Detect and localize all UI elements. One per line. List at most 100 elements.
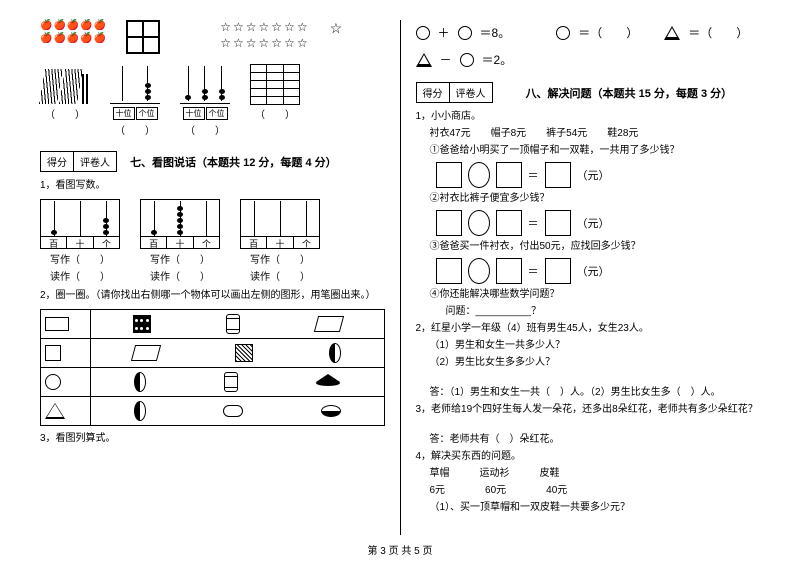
oval-icon: [329, 343, 341, 363]
eq2-text: ＝2。: [482, 51, 513, 68]
q8-3-label: 3，老师给19个四好生每人发一朵花，还多出8朵红花，老师共有多少朵红花？: [416, 403, 761, 417]
answer-box[interactable]: [545, 258, 571, 284]
section-7-title: 七、看图说话（本题共 12 分，每题 4 分）: [130, 154, 337, 170]
shape-matching-table: [40, 309, 385, 426]
left-column: 🍎🍎🍎🍎🍎 🍎🍎🍎🍎🍎 ☆☆☆☆☆☆☆ ☆☆☆☆☆☆☆ ☆: [30, 20, 395, 535]
abacus-big-row: 百十个 写作（ ） 读作（ ） 百十个 写作（ ） 读作（ ）: [40, 199, 385, 283]
sticks-figure: （ ）: [40, 64, 90, 137]
table-row: [41, 368, 385, 397]
blank-paren: （ ）: [45, 106, 85, 121]
blank-paren: （ ）: [185, 122, 225, 137]
circle-icon: [460, 53, 474, 67]
cuboid-icon: [131, 345, 161, 361]
section-8-header: 得分 评卷人 八、解决问题（本题共 15 分，每题 3 分）: [416, 78, 761, 107]
blocks-figure: （ ）: [250, 64, 300, 137]
oval-icon: [134, 401, 146, 421]
oval-icon: [134, 372, 146, 392]
grid-figure: [126, 20, 160, 54]
q8-1-p2: ②衬衣比裤子便宜多少钱？: [430, 192, 761, 206]
operator-box[interactable]: [468, 210, 490, 236]
write-label: 写作（ ）: [150, 251, 210, 266]
operator-box[interactable]: [468, 162, 490, 188]
q8-3-ans: 答：老师共有（ ）朵红花。: [430, 433, 761, 447]
apples-figure: 🍎🍎🍎🍎🍎 🍎🍎🍎🍎🍎: [40, 20, 106, 54]
q7-1-label: 1，看图写数。: [40, 179, 385, 193]
column-divider: [400, 20, 401, 535]
unit-label: （元）: [577, 215, 610, 231]
grader-label: 评卷人: [74, 152, 116, 171]
q7-3-label: 3，看图列算式。: [40, 432, 385, 446]
worksheet-page: 🍎🍎🍎🍎🍎 🍎🍎🍎🍎🍎 ☆☆☆☆☆☆☆ ☆☆☆☆☆☆☆ ☆: [0, 0, 800, 565]
q8-2-ans: 答：（1）男生和女生一共（ ）人。（2）男生比女生多（ ）人。: [430, 386, 761, 400]
triangle-icon: [416, 53, 432, 67]
circle-icon: [458, 26, 472, 40]
stars-figure: ☆☆☆☆☆☆☆ ☆☆☆☆☆☆☆: [220, 20, 309, 54]
top-figures-row: 🍎🍎🍎🍎🍎 🍎🍎🍎🍎🍎 ☆☆☆☆☆☆☆ ☆☆☆☆☆☆☆ ☆: [40, 20, 385, 54]
write-label: 写作（ ）: [50, 251, 110, 266]
cuboid-icon: [314, 316, 344, 332]
table-row: [41, 310, 385, 339]
blank-paren: （ ）: [255, 106, 295, 121]
circle-icon: [45, 374, 61, 390]
q8-1-label: 1，小小商店。: [416, 110, 761, 124]
circle-icon: [556, 26, 570, 40]
q8-1-p3: ③爸爸买一件衬衣，付出50元，应找回多少钱？: [430, 240, 761, 254]
read-label: 读作（ ）: [50, 268, 110, 283]
eq-triangle-blank: ＝（ ）: [688, 24, 748, 41]
triangle-icon: [45, 403, 65, 419]
unit-label: （元）: [577, 167, 610, 183]
q8-4-prices: 6元 60元 40元: [430, 484, 761, 498]
read-label: 读作（ ）: [250, 268, 310, 283]
blank-paren: （ ）: [115, 122, 155, 137]
read-label: 读作（ ）: [150, 268, 210, 283]
table-row: [41, 339, 385, 368]
q8-2-p1: （1）男生和女生一共多少人？: [430, 339, 761, 353]
score-box: 得分 评卷人: [416, 82, 493, 103]
square-icon: [45, 345, 61, 361]
triangle-icon: [664, 26, 680, 40]
answer-box[interactable]: [436, 258, 462, 284]
answer-box[interactable]: [496, 162, 522, 188]
page-footer: 第 3 页 共 5 页: [0, 542, 800, 557]
can-icon: [226, 314, 240, 334]
oval-h-icon: [321, 405, 341, 417]
cone-icon: [316, 374, 340, 382]
equation-row-2: － ＝2。: [416, 51, 761, 68]
abacus-big-1: 百十个 写作（ ） 读作（ ）: [40, 199, 120, 283]
equation-boxes: ＝ （元）: [436, 162, 761, 188]
equation-boxes: ＝ （元）: [436, 210, 761, 236]
q8-4-label: 4，解决买东西的问题。: [416, 450, 761, 464]
cylinder-icon: [223, 405, 243, 417]
rect-icon: [45, 317, 69, 331]
q7-2-label: 2，圈一圈。（请你找出右侧哪一个物体可以画出左侧的图形，用笔圈出来。）: [40, 289, 385, 303]
eq1-text: ＝8。: [480, 24, 511, 41]
answer-box[interactable]: [436, 210, 462, 236]
abacus-big-3: 百十个 写作（ ） 读作（ ）: [240, 199, 320, 283]
star-single-figure: ☆: [330, 20, 343, 54]
right-column: ＋ ＝8。 ＝（ ） ＝（ ） － ＝2。 得分 评卷人 八、解决问题（本题共 …: [406, 20, 771, 535]
q8-1-p4b: 问题：__________？: [446, 305, 761, 319]
q8-2-label: 2，红星小学一年级（4）班有男生45人，女生23人。: [416, 322, 761, 336]
answer-box[interactable]: [545, 210, 571, 236]
answer-box[interactable]: [496, 258, 522, 284]
eq-circle-blank: ＝（ ）: [578, 24, 638, 41]
abacus-2: 十位个位 （ ）: [180, 64, 230, 137]
abacus-big-2: 百十个 写作（ ） 读作（ ）: [140, 199, 220, 283]
equation-boxes: ＝ （元）: [436, 258, 761, 284]
answer-box[interactable]: [496, 210, 522, 236]
table-row: [41, 397, 385, 426]
cube-icon: [235, 344, 253, 362]
unit-label: （元）: [577, 263, 610, 279]
q8-4-p1: （1）、买一顶草帽和一双皮鞋一共要多少元？: [430, 501, 761, 515]
score-box: 得分 评卷人: [40, 151, 117, 172]
q8-1-p4: ④你还能解决哪些数学问题？: [430, 288, 761, 302]
answer-box[interactable]: [545, 162, 571, 188]
answer-box[interactable]: [436, 162, 462, 188]
operator-box[interactable]: [468, 258, 490, 284]
dice-icon: [133, 315, 151, 333]
section-8-title: 八、解决问题（本题共 15 分，每题 3 分）: [526, 85, 733, 101]
q8-1-p1: ①爸爸给小明买了一顶帽子和一双鞋，一共用了多少钱？: [430, 144, 761, 158]
equation-row-1: ＋ ＝8。 ＝（ ） ＝（ ）: [416, 24, 761, 41]
q8-2-p2: （2）男生比女生多多少人？: [430, 356, 761, 370]
grader-label: 评卷人: [450, 83, 492, 102]
